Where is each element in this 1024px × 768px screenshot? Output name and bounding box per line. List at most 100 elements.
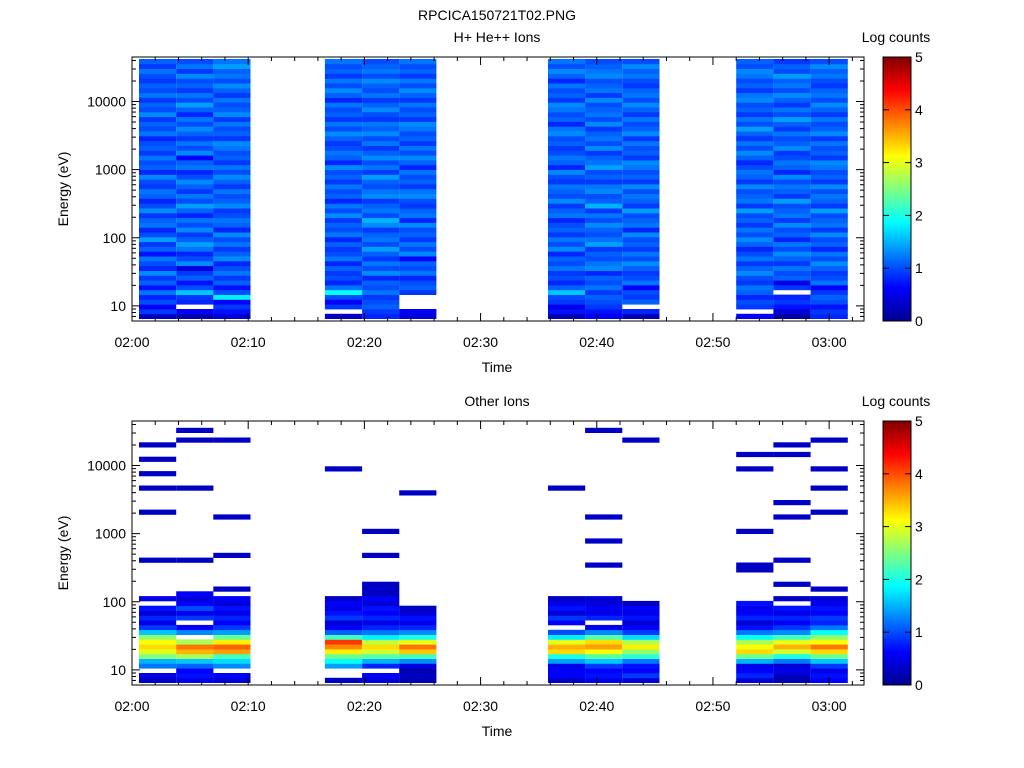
heatmap-cell — [773, 256, 811, 262]
heatmap-cell — [399, 97, 437, 103]
colorbar-ticks: 0 1 2 3 4 5 — [883, 49, 923, 329]
heatmap-cell — [399, 145, 437, 151]
heatmap-cell — [810, 586, 848, 592]
heatmap-cell — [773, 653, 811, 659]
heatmap-cell — [622, 620, 660, 626]
heatmap-cell — [585, 304, 623, 310]
heatmap-cell — [736, 208, 774, 214]
heatmap-cell — [324, 121, 363, 127]
heatmap-cell — [399, 208, 437, 214]
heatmap-cell — [176, 313, 214, 319]
heatmap-cell — [176, 126, 214, 132]
heatmap-cell — [139, 509, 177, 515]
heatmap-cell — [176, 251, 214, 257]
heatmap-cell — [622, 184, 660, 190]
y-axis-label: Energy (eV) — [55, 516, 71, 591]
heatmap-cell — [176, 68, 214, 74]
heatmap-cell — [736, 188, 774, 194]
heatmap-cell — [773, 169, 811, 175]
colorbar-tick-label: 0 — [915, 677, 923, 693]
heatmap-cell — [362, 107, 400, 113]
heatmap-cell — [736, 313, 774, 319]
heatmap-cell — [176, 309, 214, 315]
heatmap-cell — [736, 236, 774, 243]
heatmap-cell — [362, 639, 400, 645]
heatmap-cell — [810, 97, 848, 103]
heatmap-cell — [585, 212, 623, 219]
heatmap-cell — [213, 68, 251, 74]
heatmap-cell — [810, 160, 848, 166]
heatmap-cell — [810, 83, 848, 89]
heatmap-cell — [176, 136, 214, 142]
heatmap-cell — [176, 198, 214, 204]
heatmap-cell — [810, 668, 848, 674]
heatmap-cell — [622, 644, 660, 650]
heatmap-cell — [399, 107, 437, 113]
heatmap-cell — [176, 212, 214, 219]
heatmap-cell — [622, 294, 660, 300]
heatmap-cell — [213, 634, 251, 640]
heatmap-cell — [324, 155, 363, 161]
heatmap-cell — [548, 121, 586, 127]
heatmap-cell — [362, 591, 400, 597]
heatmap-cell — [213, 294, 251, 300]
heatmap-cell — [773, 145, 811, 151]
y-axis-label: Energy (eV) — [55, 152, 71, 227]
heatmap-cell — [213, 677, 251, 683]
heatmap-cell — [622, 232, 660, 238]
heatmap-cell — [773, 658, 811, 664]
heatmap-cell — [213, 299, 251, 305]
heatmap-cell — [622, 677, 660, 683]
heatmap-cell — [139, 624, 177, 631]
heatmap-cell — [773, 92, 811, 98]
heatmap-cell — [362, 212, 400, 219]
heatmap-cell — [736, 629, 774, 635]
heatmap-cell — [362, 73, 400, 79]
heatmap-cell — [622, 275, 660, 281]
heatmap-cell — [213, 150, 251, 156]
heatmap-cell — [176, 121, 214, 127]
heatmap-cell — [139, 442, 177, 448]
heatmap-cell — [548, 212, 586, 219]
heatmap-cell — [176, 639, 214, 645]
x-tick-label: 02:50 — [695, 334, 730, 350]
heatmap-cell — [548, 208, 586, 214]
heatmap-cell — [622, 246, 660, 252]
heatmap-cell — [139, 136, 177, 142]
heatmap-cell — [773, 203, 811, 209]
heatmap-cell — [139, 155, 177, 161]
heatmap-cell — [324, 629, 363, 635]
heatmap-cell — [736, 256, 774, 262]
heatmap-cell — [324, 663, 363, 669]
heatmap-cell — [773, 222, 811, 228]
heatmap-cell — [399, 83, 437, 89]
heatmap-cell — [399, 270, 437, 276]
heatmap-cell — [548, 111, 586, 118]
heatmap-cell — [810, 188, 848, 194]
heatmap-cell — [736, 92, 774, 98]
heatmap-cell — [622, 116, 660, 122]
heatmap-cell — [324, 280, 363, 286]
heatmap-cell — [810, 610, 848, 616]
heatmap-cell — [213, 437, 251, 443]
heatmap-cell — [362, 620, 400, 626]
heatmap-cell — [585, 126, 623, 132]
heatmap-cell — [622, 265, 660, 271]
heatmap-cell — [773, 270, 811, 276]
heatmap-cell — [773, 241, 811, 247]
heatmap-cell — [362, 251, 400, 257]
heatmap-cell — [213, 265, 251, 271]
heatmap-cell — [362, 227, 400, 233]
heatmap-cell — [139, 198, 177, 204]
heatmap-cell — [324, 145, 363, 151]
heatmap-cell — [622, 169, 660, 175]
heatmap-cell — [736, 299, 774, 305]
y-tick-label: 100 — [103, 230, 127, 246]
heatmap-cell — [362, 629, 400, 635]
heatmap-cell — [773, 236, 811, 243]
heatmap-cell — [213, 208, 251, 214]
heatmap-cell — [773, 78, 811, 84]
heatmap-cell — [213, 246, 251, 252]
colorbar-label: Log counts — [862, 393, 931, 409]
